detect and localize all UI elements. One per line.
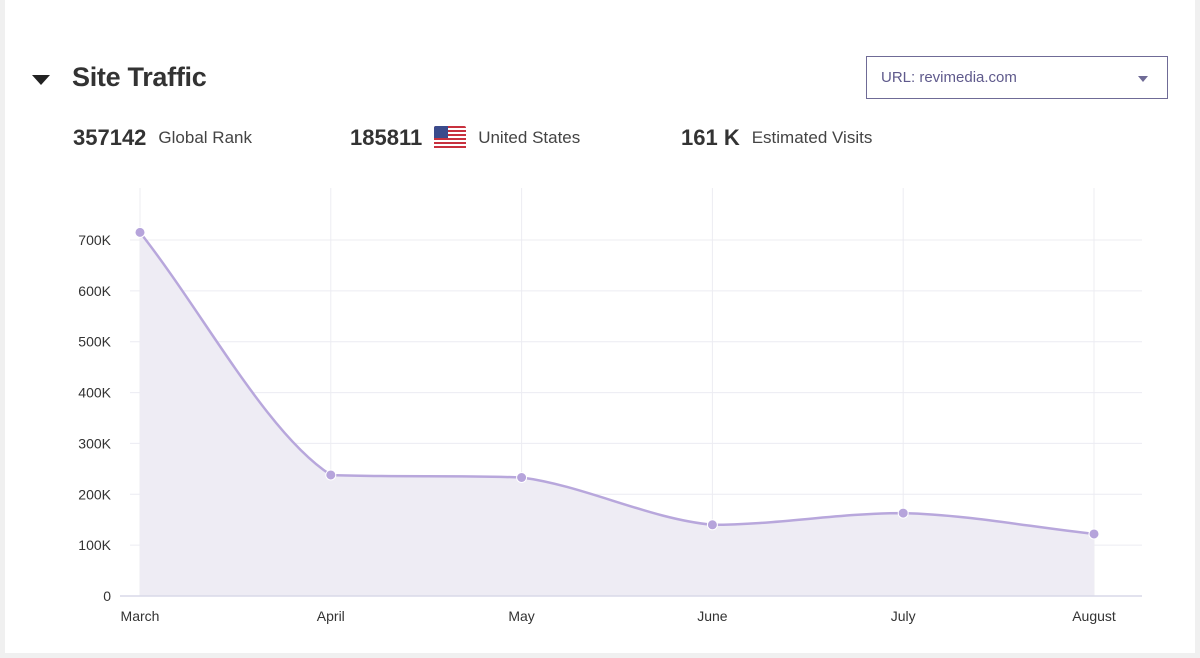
section-header: Site Traffic URL: revimedia.com (5, 52, 1195, 108)
country-rank-stat: 185811 United States (350, 118, 580, 158)
x-tick-label: April (317, 608, 345, 624)
y-tick-label: 0 (103, 588, 111, 604)
y-tick-label: 700K (78, 232, 111, 248)
estimated-visits-stat: 161 K Estimated Visits (681, 118, 872, 158)
url-select-value: URL: revimedia.com (881, 69, 1017, 86)
series-line (139, 231, 1095, 536)
x-tick-label: May (508, 608, 534, 624)
estimated-visits-value: 161 K (681, 125, 740, 150)
collapse-toggle-icon[interactable] (31, 73, 51, 87)
country-rank-label: United States (478, 128, 581, 147)
section-title: Site Traffic (72, 62, 207, 92)
country-rank-value: 185811 (350, 125, 423, 150)
stats-row: 357142 Global Rank 185811 United States (5, 118, 1195, 158)
global-rank-value: 357142 (73, 125, 147, 150)
data-point-august (1088, 528, 1100, 540)
data-point-june (706, 519, 718, 531)
url-select-dropdown[interactable]: URL: revimedia.com (866, 56, 1168, 99)
x-tick-label: July (891, 608, 916, 624)
y-tick-label: 500K (78, 334, 111, 350)
x-tick-label: June (697, 608, 728, 624)
series-area (140, 232, 1094, 596)
global-rank-label: Global Rank (158, 128, 252, 147)
x-tick-label: August (1072, 608, 1116, 624)
y-tick-label: 400K (78, 385, 111, 401)
y-tick-label: 100K (78, 537, 111, 553)
y-tick-label: 200K (78, 486, 111, 502)
y-tick-label: 600K (78, 283, 111, 299)
data-point-may (516, 472, 528, 484)
chevron-down-icon (1138, 76, 1148, 82)
y-tick-label: 300K (78, 435, 111, 451)
data-point-april (325, 469, 337, 481)
us-flag-icon (434, 126, 467, 150)
data-point-july (897, 507, 909, 519)
data-point-march (134, 226, 146, 238)
estimated-visits-label: Estimated Visits (751, 128, 873, 147)
x-tick-label: March (121, 608, 160, 624)
global-rank-stat: 357142 Global Rank (73, 118, 252, 158)
